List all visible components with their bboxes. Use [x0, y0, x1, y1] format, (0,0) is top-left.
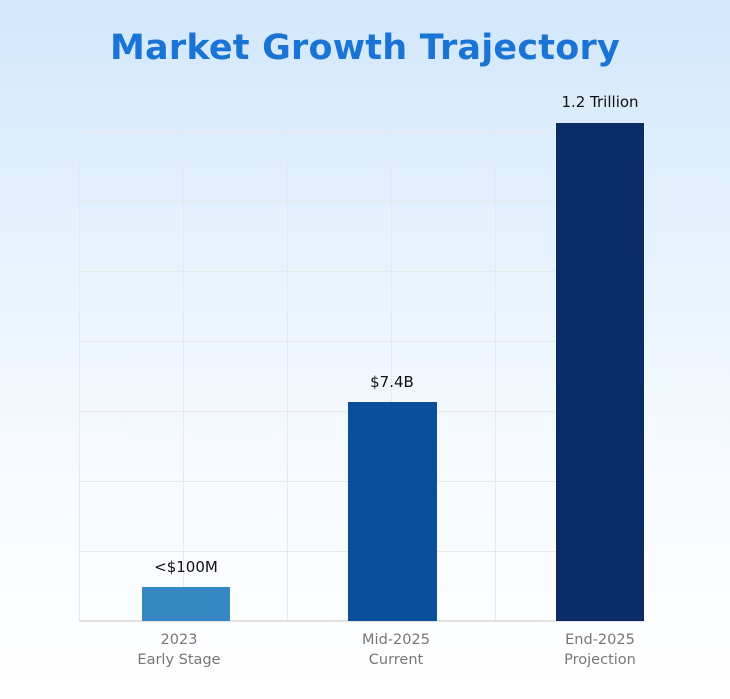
bar-end-2025 — [556, 123, 644, 621]
x-tick-line: Early Stage — [137, 652, 221, 668]
x-axis-line — [79, 620, 645, 622]
gridline-v — [495, 131, 496, 621]
gridline-h — [79, 341, 645, 342]
bar-mid-2025 — [348, 402, 437, 621]
x-tick-line: End-2025 — [565, 632, 635, 648]
x-tick-line: 2023 — [160, 632, 198, 648]
bar-2023 — [142, 587, 230, 621]
chart-title: Market Growth Trajectory — [110, 28, 620, 68]
gridline-v — [79, 131, 80, 621]
gridline-v — [391, 131, 392, 621]
gridline-v — [287, 131, 288, 621]
x-tick-line: Current — [368, 652, 424, 668]
x-tick-label: 2023 Early Stage — [99, 630, 259, 670]
bar-value-label: <$100M — [154, 558, 218, 576]
bar-value-label: $7.4B — [370, 373, 414, 391]
x-tick-label: Mid-2025 Current — [316, 630, 476, 670]
gridline-v — [183, 131, 184, 621]
gridline-h — [79, 201, 645, 202]
x-tick-line: Projection — [564, 652, 636, 668]
x-tick-label: End-2025 Projection — [520, 630, 680, 670]
gridline-h — [79, 271, 645, 272]
gridline-h — [79, 131, 645, 132]
x-tick-line: Mid-2025 — [362, 632, 430, 648]
bar-value-label: 1.2 Trillion — [561, 93, 639, 111]
